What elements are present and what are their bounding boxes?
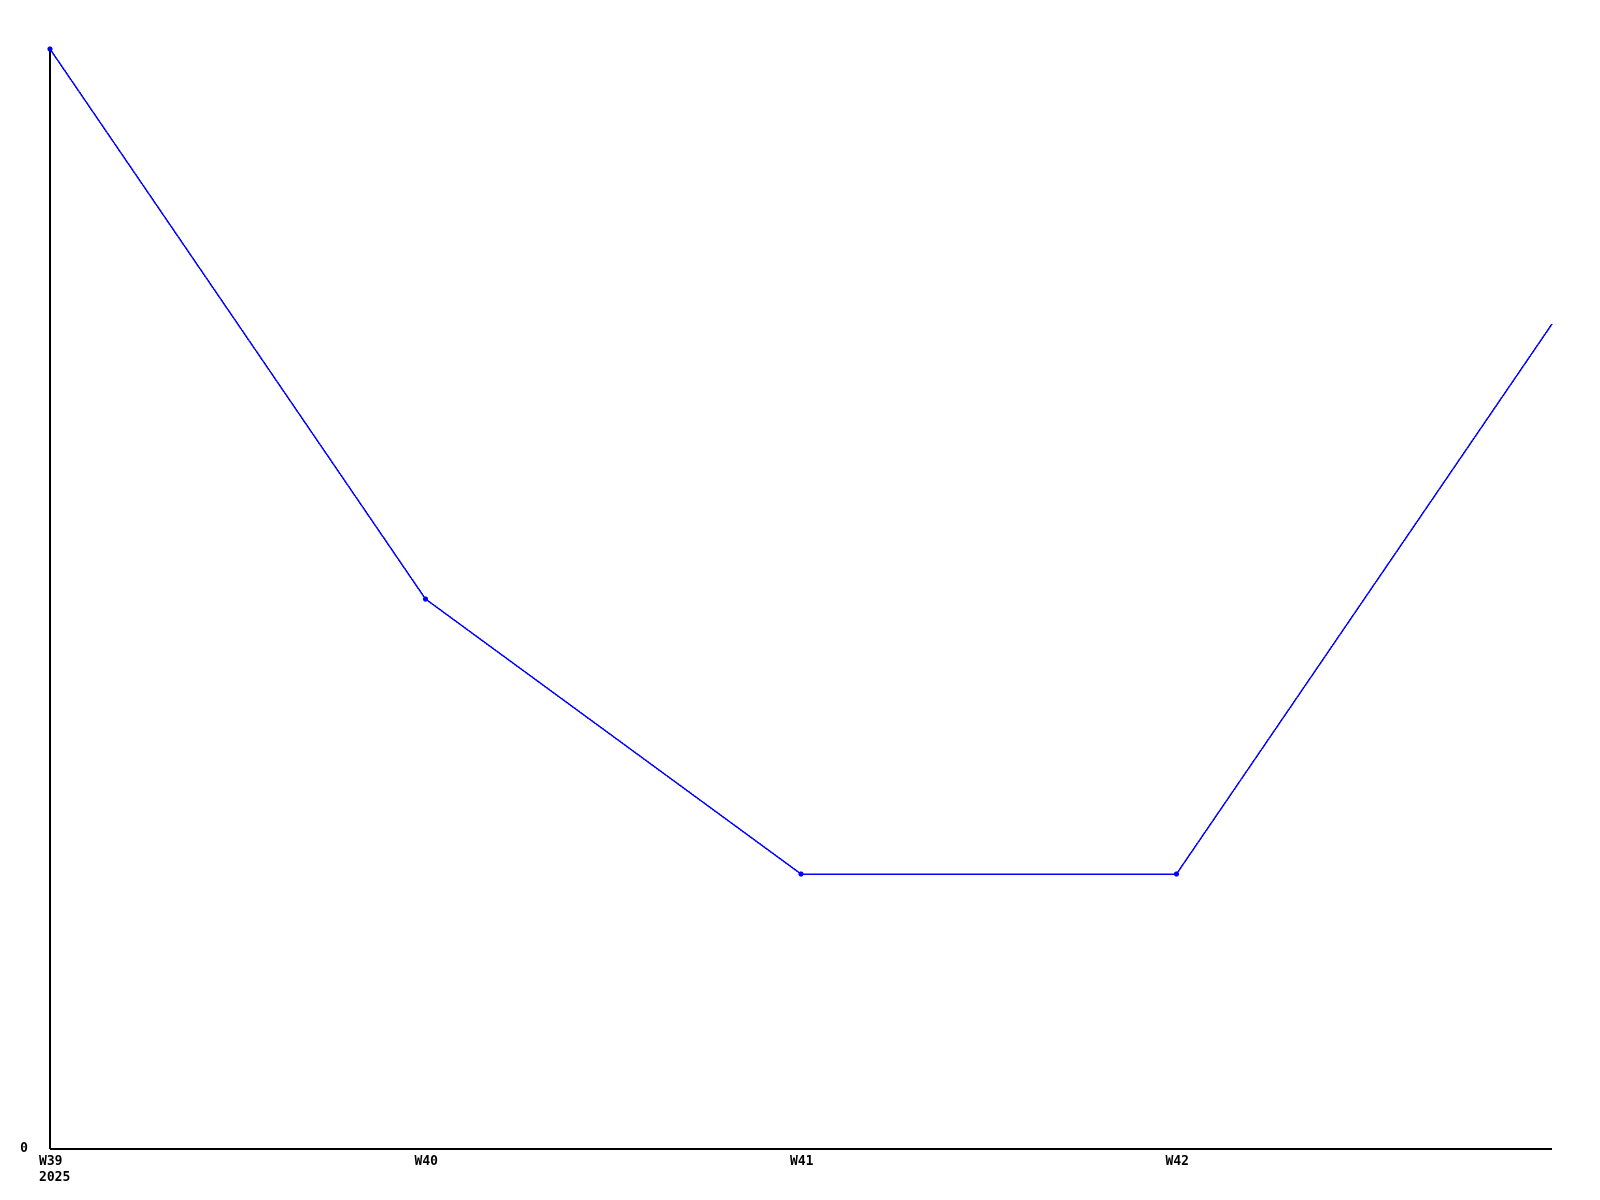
data-line bbox=[49, 48, 1553, 875]
x-axis-tick-label: W39 bbox=[39, 1154, 63, 1169]
data-point-marker bbox=[798, 871, 804, 877]
x-axis-tick-label: W40 bbox=[414, 1154, 438, 1169]
y-axis-tick-label: 0 bbox=[20, 1141, 28, 1156]
data-point-marker bbox=[422, 596, 429, 602]
x-axis-year-label: 2025 bbox=[39, 1170, 71, 1185]
data-point-marker bbox=[47, 46, 53, 52]
data-point-marker bbox=[1173, 871, 1180, 877]
x-axis-tick-label: W41 bbox=[790, 1154, 814, 1169]
x-axis-tick-label: W42 bbox=[1165, 1154, 1189, 1169]
